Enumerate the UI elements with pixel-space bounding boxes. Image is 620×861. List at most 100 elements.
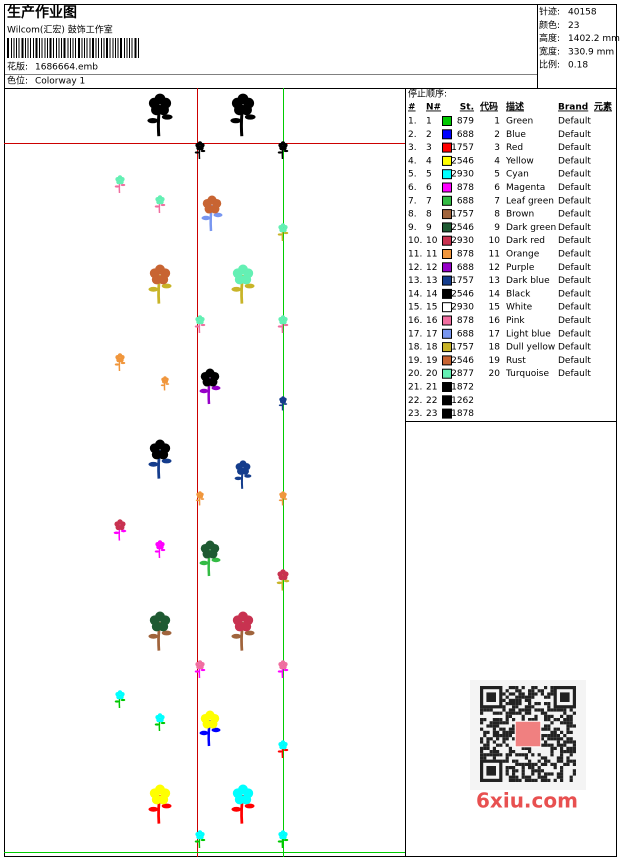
- qr-cell: [544, 743, 548, 747]
- qr-cell: [540, 734, 544, 738]
- code: 13: [489, 276, 500, 286]
- leaf: [278, 404, 283, 407]
- needle: 12: [426, 263, 437, 273]
- leaf: [211, 557, 221, 563]
- qr-cell: [569, 775, 573, 779]
- qr-cell: [505, 753, 509, 757]
- qr-cell: [531, 778, 535, 782]
- leaf: [200, 498, 205, 500]
- description: Brown: [506, 210, 534, 220]
- qr-cell: [521, 686, 525, 690]
- code: 8: [494, 210, 500, 220]
- qr-cell: [505, 714, 509, 718]
- qr-cell: [528, 698, 532, 702]
- bar: [89, 38, 91, 58]
- border: [4, 4, 617, 857]
- flower: [194, 660, 206, 679]
- qr-cell: [569, 737, 573, 741]
- stitches: 2546: [451, 156, 474, 166]
- qr-cell: [528, 711, 532, 715]
- bar: [101, 38, 102, 58]
- qr-cell: [496, 734, 500, 738]
- qr-cell: [480, 750, 484, 754]
- leaf: [154, 550, 160, 553]
- brand: Default: [558, 329, 591, 339]
- flower: [199, 710, 221, 747]
- qr-cell: [537, 708, 541, 712]
- qr-cell: [512, 778, 516, 782]
- qr-cell: [534, 708, 538, 712]
- qr-cell: [550, 734, 554, 738]
- qr-cell: [508, 766, 512, 770]
- qr-cell: [550, 689, 554, 693]
- color-swatch: [442, 195, 452, 206]
- qr-cell: [544, 778, 548, 782]
- leaf: [277, 840, 283, 843]
- petal: [195, 142, 200, 148]
- qr-cell: [531, 689, 535, 693]
- stat-value: 0.18: [568, 61, 588, 71]
- needle: 20: [426, 369, 438, 379]
- petal: [148, 97, 160, 109]
- stitches: 2930: [451, 303, 474, 313]
- flower: [114, 353, 126, 372]
- qr-cell: [492, 746, 496, 750]
- qr-cell: [496, 721, 500, 725]
- qr-cell: [560, 778, 564, 782]
- flower: [278, 491, 288, 506]
- qr-cell: [528, 746, 532, 750]
- stitches: 1872: [451, 383, 474, 393]
- qr-cell: [480, 740, 484, 744]
- qr-cell: [512, 750, 516, 754]
- qr-cell: [553, 737, 557, 741]
- qr-cell: [492, 718, 496, 722]
- needle: 6: [426, 183, 432, 193]
- column-header: 描述: [506, 101, 524, 113]
- stat-label: 高度:: [539, 32, 560, 44]
- qr-cell: [572, 769, 576, 773]
- qr-cell: [566, 724, 570, 728]
- qr-cell: [560, 759, 564, 763]
- qr-cell: [556, 775, 560, 779]
- qr-cell: [521, 753, 525, 757]
- qr-cell: [508, 746, 512, 750]
- qr-cell: [518, 702, 522, 706]
- leaf: [194, 325, 200, 328]
- code: 9: [494, 223, 500, 233]
- description: Dark blue: [506, 276, 550, 286]
- qr-cell: [502, 727, 506, 731]
- column-header: Brand: [558, 103, 588, 113]
- qr-cell: [540, 762, 544, 766]
- qr-cell: [483, 743, 487, 747]
- qr-cell: [572, 724, 576, 728]
- qr-cell: [547, 759, 551, 763]
- qr-cell: [569, 718, 573, 722]
- qr-cell: [540, 689, 544, 693]
- stat-label: 比例:: [539, 59, 560, 71]
- row-number: 22.: [408, 396, 422, 406]
- qr-cell: [505, 766, 509, 770]
- qr-cell: [556, 708, 560, 712]
- stitches: 878: [457, 316, 474, 326]
- qr-cell: [547, 718, 551, 722]
- qr-cell: [489, 737, 493, 741]
- qr-cell: [505, 730, 509, 734]
- qr-code: [470, 680, 586, 790]
- qr-cell: [566, 714, 570, 718]
- qr-cell: [528, 702, 532, 706]
- petal: [149, 268, 160, 279]
- flower: [276, 569, 290, 591]
- qr-cell: [508, 727, 512, 731]
- flower: [201, 195, 223, 232]
- qr-cell: [572, 743, 576, 747]
- leaf: [244, 803, 255, 809]
- qr-cell: [537, 772, 541, 776]
- qr-cell: [544, 714, 548, 718]
- brand: Default: [558, 130, 591, 140]
- qr-cell: [521, 714, 525, 718]
- qr-cell: [531, 762, 535, 766]
- qr-cell: [505, 689, 509, 693]
- qr-cell: [553, 727, 557, 731]
- brand: Default: [558, 143, 591, 153]
- leaf: [199, 388, 209, 394]
